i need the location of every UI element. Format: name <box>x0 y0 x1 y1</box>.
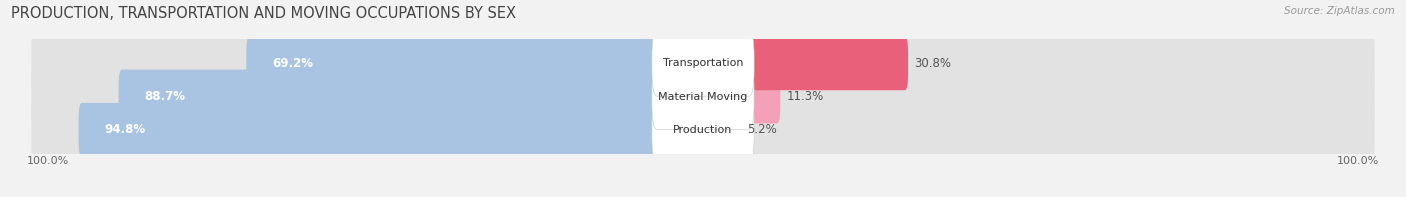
Text: Material Moving: Material Moving <box>658 92 748 101</box>
FancyBboxPatch shape <box>652 64 754 129</box>
Text: 88.7%: 88.7% <box>145 90 186 103</box>
FancyBboxPatch shape <box>31 68 1375 192</box>
FancyBboxPatch shape <box>700 36 908 90</box>
FancyBboxPatch shape <box>652 97 754 163</box>
Text: Production: Production <box>673 125 733 135</box>
Text: Transportation: Transportation <box>662 58 744 68</box>
FancyBboxPatch shape <box>31 1 1375 125</box>
Text: 69.2%: 69.2% <box>273 57 314 70</box>
Text: 94.8%: 94.8% <box>105 123 146 136</box>
FancyBboxPatch shape <box>31 34 1375 159</box>
Text: PRODUCTION, TRANSPORTATION AND MOVING OCCUPATIONS BY SEX: PRODUCTION, TRANSPORTATION AND MOVING OC… <box>11 6 516 21</box>
Text: 11.3%: 11.3% <box>787 90 824 103</box>
FancyBboxPatch shape <box>700 70 780 124</box>
Text: 30.8%: 30.8% <box>915 57 952 70</box>
FancyBboxPatch shape <box>118 70 706 124</box>
Text: 5.2%: 5.2% <box>747 123 776 136</box>
FancyBboxPatch shape <box>652 30 754 96</box>
FancyBboxPatch shape <box>700 103 741 157</box>
FancyBboxPatch shape <box>246 36 706 90</box>
Text: Source: ZipAtlas.com: Source: ZipAtlas.com <box>1284 6 1395 16</box>
FancyBboxPatch shape <box>79 103 706 157</box>
